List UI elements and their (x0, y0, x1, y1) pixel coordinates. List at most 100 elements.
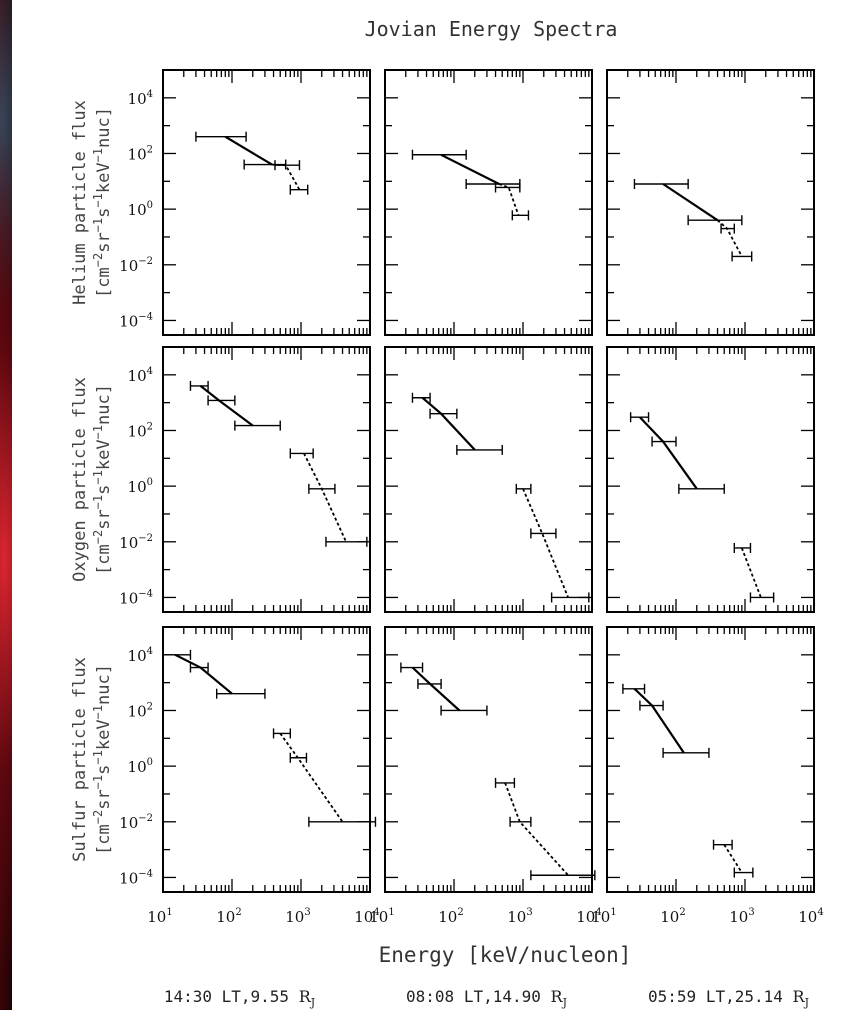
y-tick-label: 10−4 (119, 868, 153, 887)
panel-data-r2-c2 (622, 683, 754, 878)
series-line-solid (411, 666, 461, 712)
data-point (622, 683, 646, 694)
y-tick-label: 10−2 (119, 256, 153, 275)
x-axis-label: Energy [keV/nucleon] (379, 943, 632, 967)
column-caption-1: 08:08 LT,14.90 RJ (406, 987, 567, 1009)
data-point (325, 536, 368, 547)
y-tick-label: 100 (128, 200, 153, 219)
y-axis-label-line1: Helium particle flux (70, 100, 90, 305)
data-point (494, 777, 516, 788)
y-axis-label-line2: [cm−2sr−1s−1keV−1nuc] (91, 107, 114, 298)
x-tick-label: 101 (369, 907, 394, 926)
series-line-solid (199, 385, 254, 427)
data-point (749, 592, 775, 603)
y-axis-label-helium: Helium particle flux (70, 100, 90, 305)
y-tick-label: 102 (128, 421, 153, 440)
series-line-dashed (279, 732, 344, 823)
panel-data-r2-c1 (400, 662, 596, 881)
panel-frame-r2-c2 (606, 626, 815, 893)
data-point (629, 412, 650, 423)
column-caption-2: 05:59 LT,25.14 RJ (648, 987, 809, 1009)
energy-spectra-figure: Jovian Energy Spectra Energy [keV/nucleo… (70, 17, 824, 1009)
panel-border (162, 69, 371, 336)
series-line-dashed (498, 183, 520, 216)
panel-border (606, 69, 815, 336)
panel-frame-r0-c2 (606, 69, 815, 336)
data-point (411, 392, 431, 403)
y-tick-label: 102 (128, 144, 153, 163)
y-axis-label-sulfur: Sulfur particle flux (70, 657, 90, 862)
series-line-dashed (271, 163, 301, 191)
series-line-dashed (303, 452, 347, 543)
y-axis-unit-helium: [cm−2sr−1s−1keV−1nuc] (91, 107, 114, 298)
data-point (400, 662, 424, 673)
figure-page: Jovian Energy Spectra Energy [keV/nucleo… (12, 0, 843, 1010)
x-tick-label: 102 (660, 907, 685, 926)
data-point (456, 444, 503, 455)
series-line-dashed (504, 782, 569, 876)
y-axis-unit-sulfur: [cm−2sr−1s−1keV−1nuc] (91, 664, 114, 855)
data-point (494, 182, 521, 193)
x-tick-label: 104 (576, 907, 601, 926)
y-axis-label-line1: Oxygen particle flux (70, 377, 90, 582)
series-line-dashed (716, 219, 743, 257)
y-tick-label: 100 (128, 477, 153, 496)
data-point (687, 215, 743, 226)
x-tick-label: 104 (798, 907, 823, 926)
panel-frame-r1-c0 (162, 346, 371, 613)
y-tick-label: 102 (128, 701, 153, 720)
data-point (429, 408, 458, 419)
data-point (678, 483, 725, 494)
data-point (633, 179, 689, 190)
panel-frame-r0-c0 (162, 69, 371, 336)
data-point (289, 184, 309, 195)
panel-data-r1-c2 (629, 412, 775, 603)
data-point (733, 867, 754, 878)
data-point (662, 747, 710, 758)
panel-border (162, 626, 371, 893)
panel-frame-r0-c1 (384, 69, 593, 336)
y-axis-label-line2: [cm−2sr−1s−1keV−1nuc] (91, 664, 114, 855)
data-point (511, 210, 530, 221)
data-point (530, 870, 596, 881)
data-point (411, 149, 467, 160)
series-line-solid (633, 688, 685, 754)
y-tick-label: 10−2 (119, 813, 153, 832)
panel-border (384, 346, 593, 613)
y-tick-label: 10−4 (119, 588, 153, 607)
series-line-dashed (723, 844, 743, 873)
x-tick-label: 104 (354, 907, 379, 926)
y-axis-label-line2: [cm−2sr−1s−1keV−1nuc] (91, 384, 114, 575)
panel-frame-r1-c1 (384, 346, 593, 613)
y-tick-label: 104 (128, 366, 153, 385)
panel-frame-r1-c2 (606, 346, 815, 613)
panel-frame-r2-c0 (162, 626, 371, 893)
data-point (530, 528, 557, 539)
y-tick-label: 10−2 (119, 533, 153, 552)
x-tick-label: 103 (729, 907, 754, 926)
y-axis-label-oxygen: Oxygen particle flux (70, 377, 90, 582)
panel-data-r0-c2 (633, 179, 753, 262)
plot-layer: 10−4 10−2 100 102 104 10−4 10−2 100 102 104 10−4 10… (70, 69, 824, 1009)
panel-frame-r2-c1 (384, 626, 593, 893)
panel-data-r1-c0 (189, 380, 368, 547)
y-tick-label: 104 (128, 89, 153, 108)
y-axis-label-line1: Sulfur particle flux (70, 657, 90, 862)
data-point (509, 816, 532, 827)
data-point (272, 728, 292, 739)
panel-data-r2-c0 (162, 649, 377, 827)
data-point (712, 839, 733, 850)
y-tick-label: 100 (128, 757, 153, 776)
series-line-dashed (740, 547, 762, 598)
panel-border (162, 346, 371, 613)
data-point (189, 380, 209, 391)
chart-title: Jovian Energy Spectra (365, 17, 618, 41)
x-tick-label: 102 (438, 907, 463, 926)
panel-border (384, 69, 593, 336)
series-line-solid (224, 135, 273, 166)
x-tick-label: 103 (285, 907, 310, 926)
series-line-solid (174, 653, 233, 695)
data-point (731, 251, 753, 262)
x-tick-label: 101 (147, 907, 172, 926)
data-point (207, 395, 236, 406)
